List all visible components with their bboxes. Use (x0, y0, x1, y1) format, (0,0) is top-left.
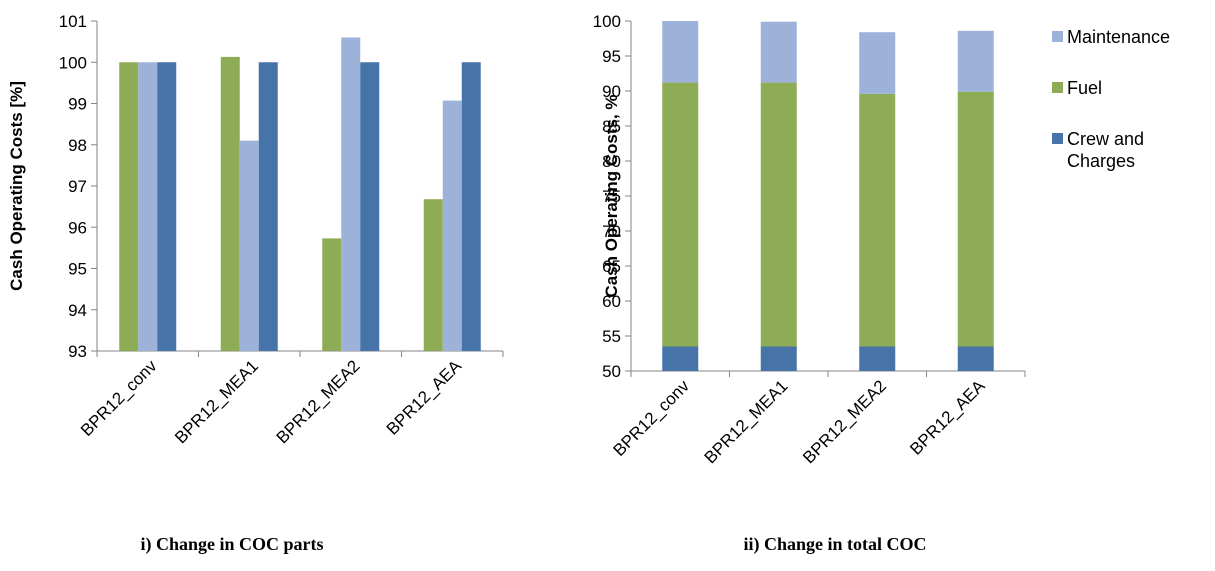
bar (220, 56, 240, 351)
y-axis-title: Cash Operating Costs, % (602, 94, 621, 297)
bar-segment (760, 346, 797, 371)
y-tick-label: 97 (68, 177, 87, 196)
bar-segment (957, 346, 994, 371)
x-tick-label: BPR12_AEA (906, 376, 989, 459)
bar-segment (662, 82, 699, 347)
y-tick-label: 75 (602, 187, 621, 206)
y-tick-label: 80 (602, 152, 621, 171)
bar (157, 62, 177, 351)
bar (138, 62, 158, 351)
caption: ii) Change in total COC (743, 534, 926, 555)
bar-segment (760, 21, 797, 83)
bar-segment (859, 32, 896, 94)
bar (423, 199, 443, 351)
legend-swatch (1052, 133, 1063, 144)
bar-segment (957, 30, 994, 92)
x-tick-label: BPR12_AEA (383, 356, 466, 439)
y-tick-label: 70 (602, 222, 621, 241)
y-tick-label: 93 (68, 342, 87, 361)
bar-segment (662, 21, 699, 83)
y-tick-label: 94 (68, 301, 87, 320)
y-tick-label: 101 (59, 12, 87, 31)
y-axis-title: Cash Operating Costs [%] (7, 81, 26, 291)
bar (258, 62, 278, 351)
x-tick-label: BPR12_MEA2 (273, 356, 364, 447)
bar (360, 62, 380, 351)
y-tick-label: 95 (68, 260, 87, 279)
y-tick-label: 85 (602, 117, 621, 136)
y-tick-label: 65 (602, 257, 621, 276)
x-tick-label: BPR12_conv (609, 376, 693, 460)
y-tick-label: 50 (602, 362, 621, 381)
y-tick-label: 55 (602, 327, 621, 346)
bar-segment (859, 346, 896, 371)
y-tick-label: 90 (602, 82, 621, 101)
y-tick-label: 60 (602, 292, 621, 311)
y-tick-label: 99 (68, 95, 87, 114)
y-tick-label: 100 (59, 53, 87, 72)
x-tick-label: BPR12_MEA2 (799, 376, 890, 467)
legend-swatch (1052, 31, 1063, 42)
bar-segment (957, 91, 994, 347)
bar (461, 62, 481, 351)
legend-label: Maintenance (1067, 27, 1171, 47)
x-tick-label: BPR12_MEA1 (701, 376, 792, 467)
y-tick-label: 100 (593, 12, 621, 31)
y-tick-label: 98 (68, 136, 87, 155)
y-tick-label: 96 (68, 218, 87, 237)
caption: i) Change in COC parts (140, 534, 323, 555)
x-tick-label: BPR12_conv (77, 356, 161, 440)
legend-label: Fuel (1067, 78, 1103, 98)
y-tick-label: 95 (602, 47, 621, 66)
legend-swatch (1052, 82, 1063, 93)
bar (341, 37, 361, 351)
bar (322, 238, 342, 351)
bar (119, 62, 139, 351)
legend-label: Crew and Charges (1067, 129, 1145, 171)
bar (442, 100, 462, 351)
x-tick-label: BPR12_MEA1 (171, 356, 262, 447)
bar-segment (859, 93, 896, 347)
bar-segment (662, 346, 699, 371)
bar (239, 140, 259, 351)
bar-segment (760, 82, 797, 347)
